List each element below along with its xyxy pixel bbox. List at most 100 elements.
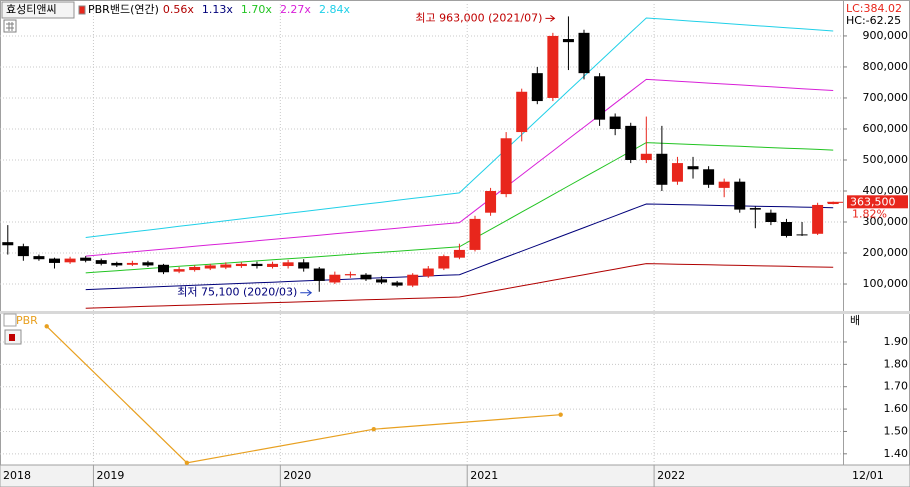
candle-body [189,266,201,271]
candle-body [376,279,388,283]
candle-body [780,222,792,236]
change-label: 1.82% [852,207,887,220]
y-tick-label: 100,000 [863,277,909,290]
candle-body [547,35,559,98]
y-tick-label: 1.40 [884,447,909,460]
x-axis-bar [0,464,910,487]
pbr-line [46,325,561,464]
candle-body [344,274,356,276]
lc-label: LC:384.02 [846,2,902,15]
y-tick-label: 300,000 [863,215,909,228]
candle-body [220,264,232,268]
legend-entry: 2.84x [319,3,350,16]
candle-body [298,262,310,269]
y-tick-label: 900,000 [863,29,909,42]
x-tick-label: 2018 [3,469,31,482]
pane-divider [0,311,910,314]
candle-body [796,234,808,236]
x-tick-label: 2019 [96,469,124,482]
stock-box[interactable] [1,1,75,19]
pbr-icon-mark [9,334,15,341]
band-line [85,203,834,291]
candle-body [718,181,730,188]
candle-body [827,202,839,205]
candle-body [235,263,247,267]
candle-body [453,249,465,258]
unit-label: 배 [850,314,860,327]
candle-body [625,125,637,160]
x-tick-label: 2020 [283,469,311,482]
y-tick-label: 1.60 [884,402,909,415]
candle-body [749,208,761,210]
candle-body [671,163,683,182]
candle-body [594,76,606,120]
low-arrow [300,289,313,297]
candle-body [516,91,528,133]
legend-entry: 2.27x [280,3,311,16]
candle-body [531,73,543,102]
candle-body [578,32,590,74]
y-tick-label: 700,000 [863,91,909,104]
candle-body [407,274,419,286]
candle-body [251,263,263,267]
candle-body [173,269,185,272]
band-line [85,17,834,238]
candle-body [812,204,824,234]
y-tick-label: 400,000 [863,184,909,197]
candle-body [360,274,372,280]
hc-label: HC:-62.25 [846,14,901,27]
pbr-icon-box [3,313,17,327]
current-box [847,195,908,209]
x-tick-label: 2021 [470,469,498,482]
candle-body [656,153,668,185]
candle-body [2,242,14,246]
x-tick-label: 2022 [657,469,685,482]
candle-body [95,260,107,264]
y-tick-label: 1.50 [884,424,909,437]
y-tick-label: 1.90 [884,335,909,348]
candle-body [485,190,497,213]
grid-layer [0,4,847,487]
high-arrow [545,15,556,22]
pbr-point [44,324,49,329]
candle-body [282,262,294,267]
candle-body [142,262,154,266]
legend-entry: 0.56x [163,3,194,16]
candle-body [469,218,481,250]
band-title: PBR밴드(연간) [88,3,159,16]
y-tick-label: 1.70 [884,380,909,393]
candle-body [158,264,170,273]
current-price: 363,500 [850,195,896,208]
candle-body [267,263,279,267]
last-date: 12/01 [852,469,884,482]
candle-body [33,256,45,260]
low-annotation: 최저 75,100 (2020/03) [177,286,297,299]
candle-body [562,39,574,43]
candle-body [687,166,699,170]
candle-body [500,138,512,195]
grid-icon[interactable] [3,19,17,33]
candle-body [609,116,621,129]
candle-body [80,257,92,261]
candle-body [126,262,138,265]
candle-body [329,274,341,283]
candle-body [765,212,777,223]
candle-body [313,268,325,281]
pbr-point [558,412,563,417]
pbr-title: PBR [16,314,38,327]
candle-body [703,169,715,185]
candle-body [49,258,61,263]
y-tick-label: 1.80 [884,357,909,370]
stock-name: 효성티앤씨 [6,3,57,16]
candle-body [422,268,434,277]
candle-body [438,256,450,269]
legend-entry: 1.70x [241,3,272,16]
band-icon [78,5,86,15]
y-tick-label: 800,000 [863,60,909,73]
y-tick-label: 200,000 [863,246,909,259]
candle-body [111,262,123,266]
